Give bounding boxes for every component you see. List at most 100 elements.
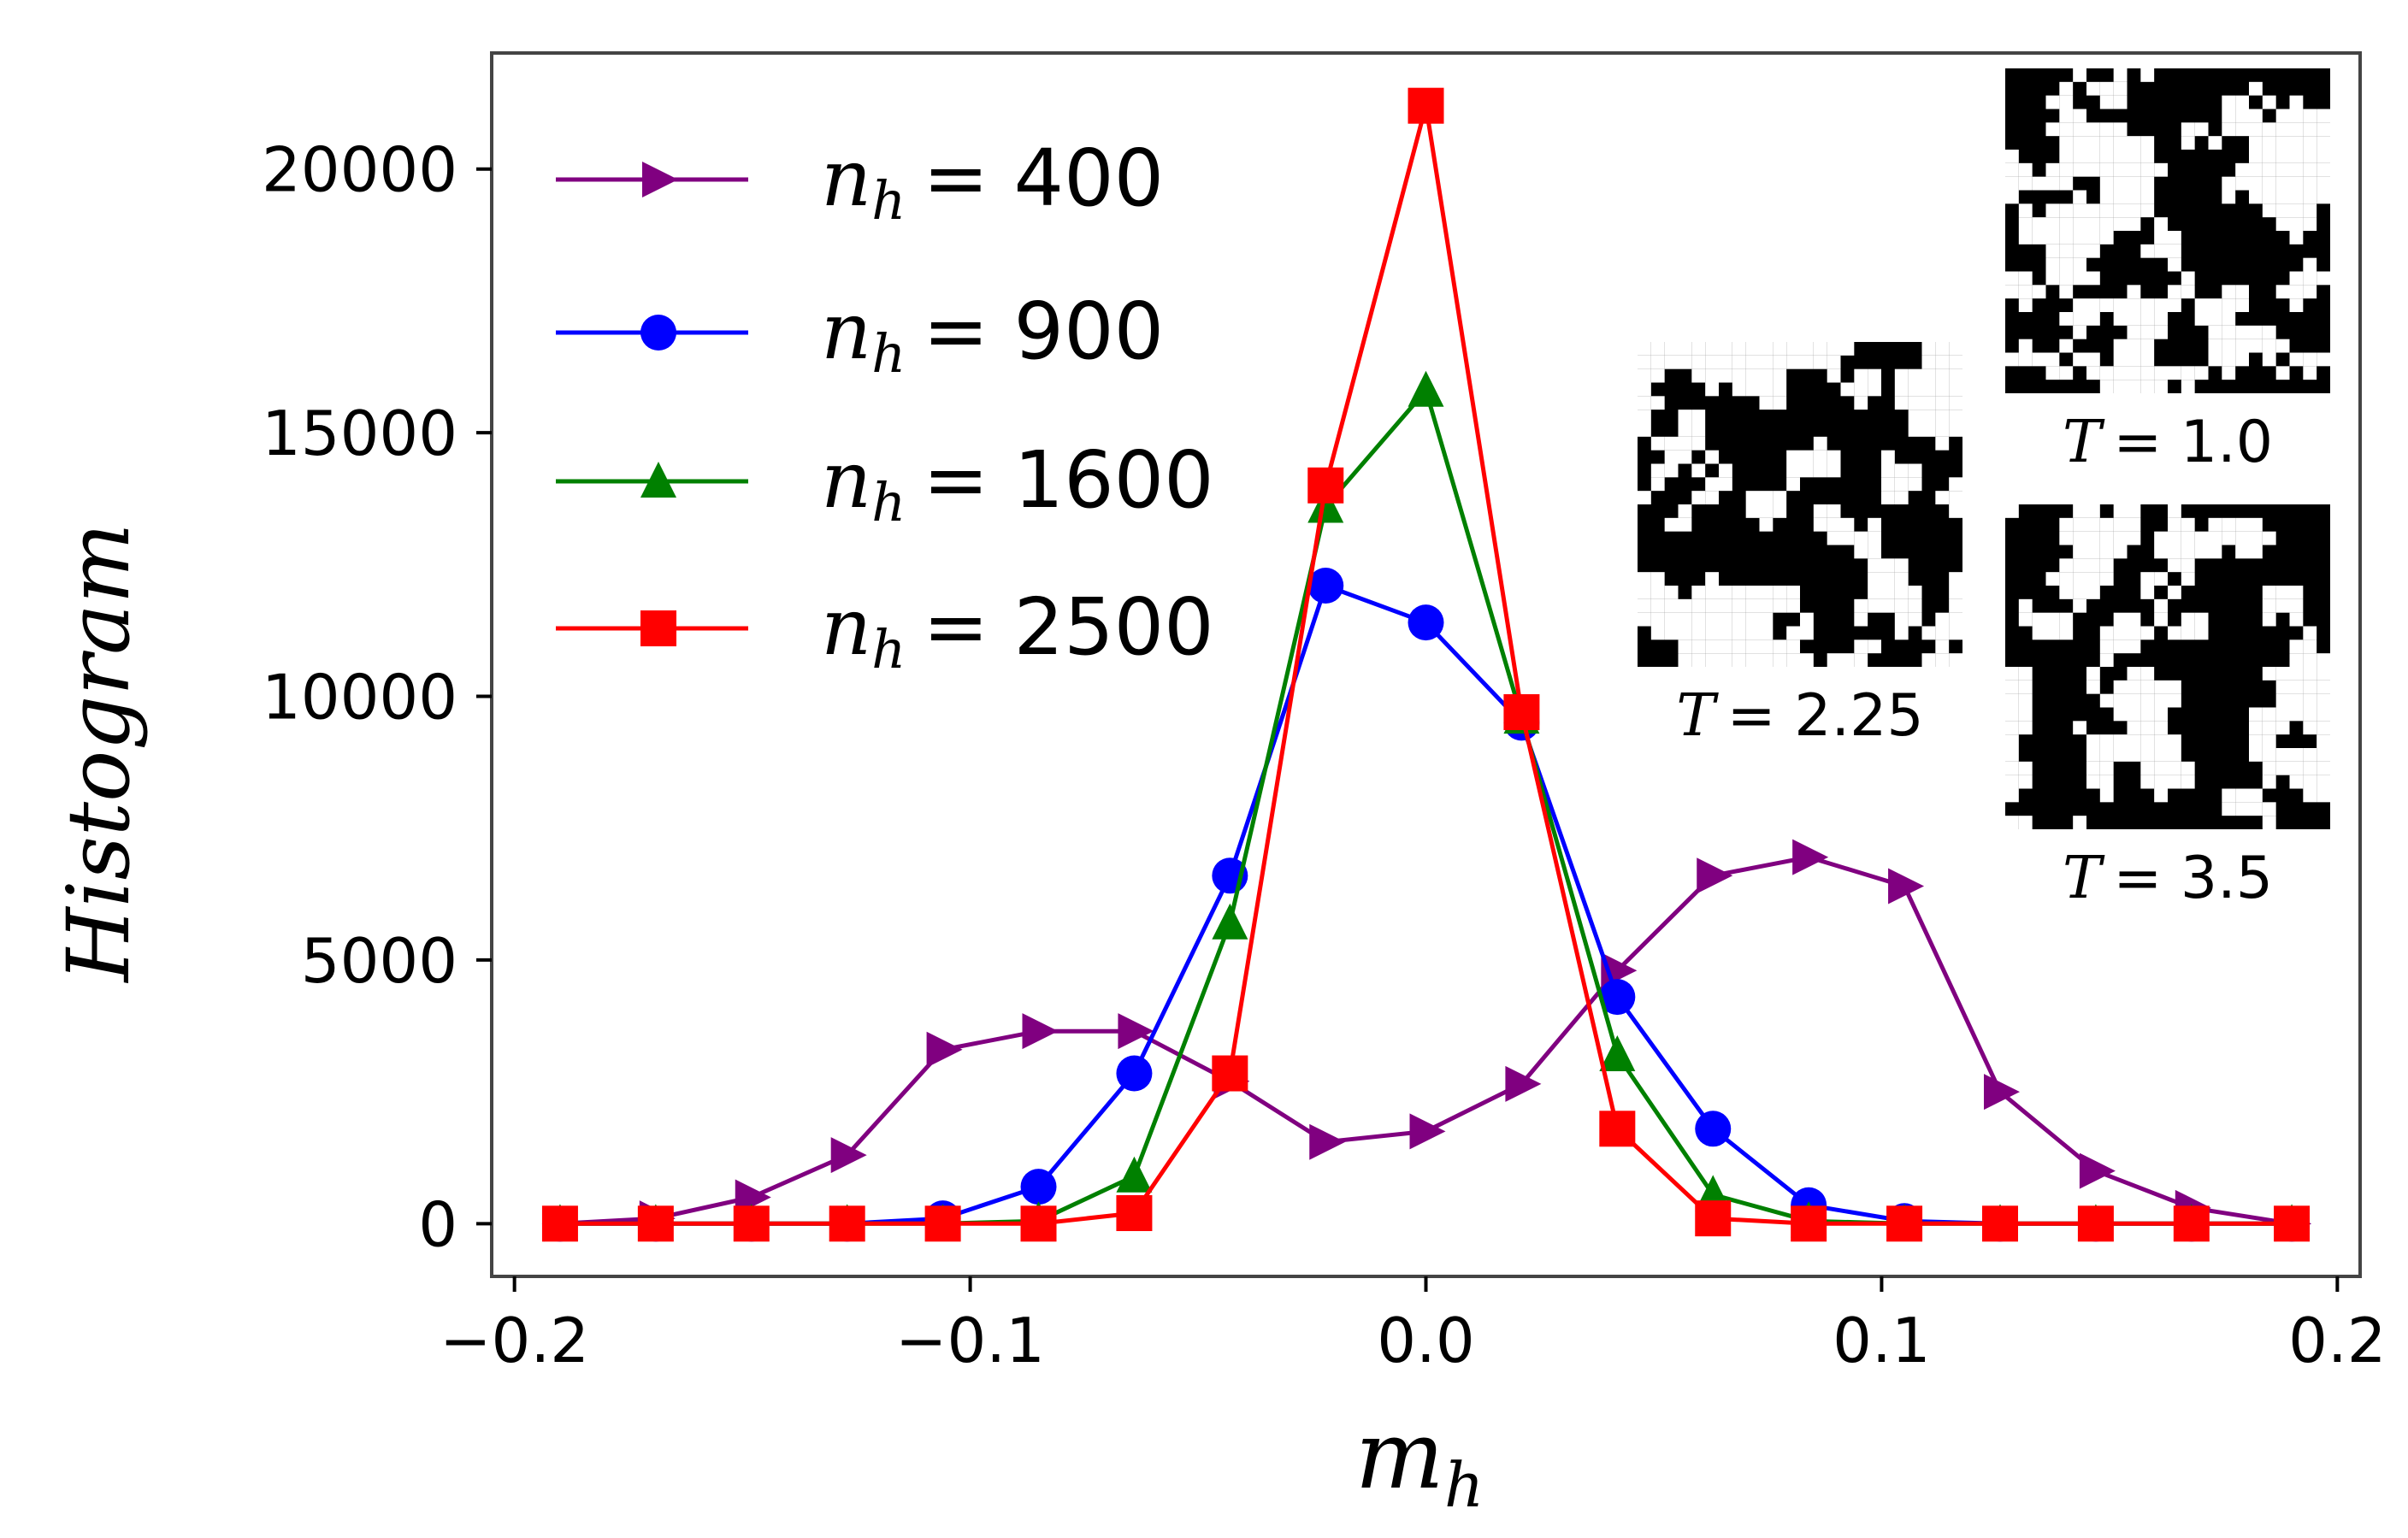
spin-cell bbox=[2262, 598, 2276, 613]
spin-cell bbox=[2289, 639, 2304, 654]
spin-cell bbox=[1691, 639, 1706, 654]
spin-cell bbox=[2235, 339, 2249, 353]
spin-cell bbox=[2262, 339, 2276, 353]
spin-cell bbox=[1854, 382, 1868, 397]
spin-cell bbox=[1773, 504, 1787, 518]
spin-cell bbox=[1800, 355, 1814, 369]
spin-cell bbox=[2303, 788, 2317, 803]
spin-cell bbox=[2303, 775, 2317, 789]
spin-cell bbox=[1691, 612, 1706, 627]
spin-cell bbox=[1650, 586, 1665, 599]
series-3-point-10 bbox=[1503, 694, 1540, 731]
spin-cell bbox=[2113, 312, 2128, 326]
spin-cell bbox=[2099, 81, 2114, 96]
spin-cell bbox=[1650, 598, 1665, 613]
spin-cell bbox=[2045, 572, 2060, 586]
spin-cell bbox=[1678, 423, 1692, 437]
spin-cell bbox=[1908, 586, 1922, 599]
spin-cell bbox=[2113, 517, 2128, 532]
spin-cell bbox=[2303, 626, 2317, 640]
spin-cell bbox=[2289, 693, 2304, 708]
spin-cell bbox=[2154, 244, 2168, 258]
spin-cell bbox=[1840, 653, 1855, 667]
spin-cell bbox=[2059, 586, 2074, 599]
spin-cell bbox=[2289, 122, 2304, 137]
spin-cell bbox=[2113, 504, 2128, 518]
spin-cell bbox=[1759, 639, 1774, 654]
series-0-point-10 bbox=[1505, 1065, 1542, 1102]
spin-cell bbox=[2154, 231, 2168, 245]
spin-cell bbox=[2086, 203, 2100, 218]
spin-cell bbox=[1800, 612, 1814, 627]
spin-cell bbox=[1705, 491, 1719, 504]
spin-cell bbox=[2073, 312, 2086, 326]
spin-cell bbox=[2181, 761, 2195, 775]
spin-cell bbox=[2168, 298, 2181, 312]
spin-cell bbox=[2154, 707, 2168, 722]
x-axis-title: mh bbox=[1355, 1400, 1484, 1521]
spin-cell bbox=[2113, 176, 2128, 191]
spin-cell bbox=[1732, 598, 1746, 613]
spin-cell bbox=[2289, 748, 2304, 762]
spin-cell bbox=[2249, 339, 2263, 353]
spin-cell bbox=[2235, 545, 2249, 559]
spin-cell bbox=[2249, 802, 2263, 816]
spin-cell bbox=[1786, 586, 1800, 599]
spin-cell bbox=[2018, 612, 2033, 627]
spin-cell bbox=[2113, 162, 2128, 177]
spin-cell bbox=[2005, 788, 2019, 803]
spin-cell bbox=[1759, 598, 1774, 613]
spin-cell bbox=[2140, 748, 2155, 762]
series-3-point-17 bbox=[2173, 1205, 2210, 1242]
spin-cell bbox=[2099, 150, 2114, 163]
spin-cell bbox=[1881, 491, 1895, 504]
spin-cell bbox=[2099, 545, 2114, 559]
spin-cell bbox=[1638, 396, 1651, 410]
spin-cell bbox=[2086, 244, 2100, 258]
spin-cell bbox=[2154, 531, 2168, 545]
spin-cell bbox=[1921, 423, 1936, 437]
spin-cell bbox=[1894, 368, 1909, 383]
spin-cell bbox=[2181, 572, 2195, 586]
spin-cell bbox=[1664, 355, 1679, 369]
spin-cell bbox=[2140, 572, 2155, 586]
spin-cell bbox=[1840, 517, 1855, 532]
spin-cell bbox=[2073, 150, 2086, 163]
spin-cell bbox=[2168, 545, 2181, 559]
spin-cell bbox=[1719, 368, 1732, 383]
x-tick-label-4: 0.2 bbox=[2288, 1305, 2387, 1376]
spin-cell bbox=[2275, 707, 2290, 722]
spin-cell bbox=[1638, 586, 1651, 599]
spin-cell bbox=[2275, 339, 2290, 353]
spin-cell bbox=[2303, 136, 2317, 150]
spin-cell bbox=[2099, 217, 2114, 231]
spin-cell bbox=[1691, 653, 1706, 667]
spin-cell bbox=[2168, 244, 2181, 258]
spin-cell bbox=[1935, 653, 1950, 667]
spin-cell bbox=[2289, 176, 2304, 191]
series-0-point-8 bbox=[1309, 1123, 1346, 1160]
spin-cell bbox=[2222, 339, 2236, 353]
spin-cell bbox=[1921, 355, 1936, 369]
spin-cell bbox=[1786, 450, 1800, 464]
spin-cell bbox=[2005, 667, 2019, 681]
spin-cell bbox=[2181, 122, 2195, 137]
spin-cell bbox=[2127, 298, 2141, 312]
spin-cell bbox=[2113, 748, 2128, 762]
spin-cell bbox=[2073, 572, 2086, 586]
spin-cell bbox=[1800, 463, 1814, 478]
spin-cell bbox=[1638, 382, 1651, 397]
spin-cell bbox=[1732, 626, 1746, 640]
spin-cell bbox=[1827, 450, 1841, 464]
spin-cell bbox=[2208, 517, 2222, 532]
spin-cell bbox=[2222, 517, 2236, 532]
series-3-point-12 bbox=[1695, 1200, 1732, 1237]
spin-cell bbox=[2289, 667, 2304, 681]
spin-cell bbox=[1759, 586, 1774, 599]
spin-cell bbox=[1773, 342, 1787, 356]
legend: nh = 400 nh = 900 nh = 1600 nh = 2500 bbox=[556, 133, 1214, 681]
spin-cell bbox=[2005, 162, 2019, 177]
spin-cell bbox=[2262, 190, 2276, 204]
spin-cell bbox=[2032, 285, 2046, 299]
